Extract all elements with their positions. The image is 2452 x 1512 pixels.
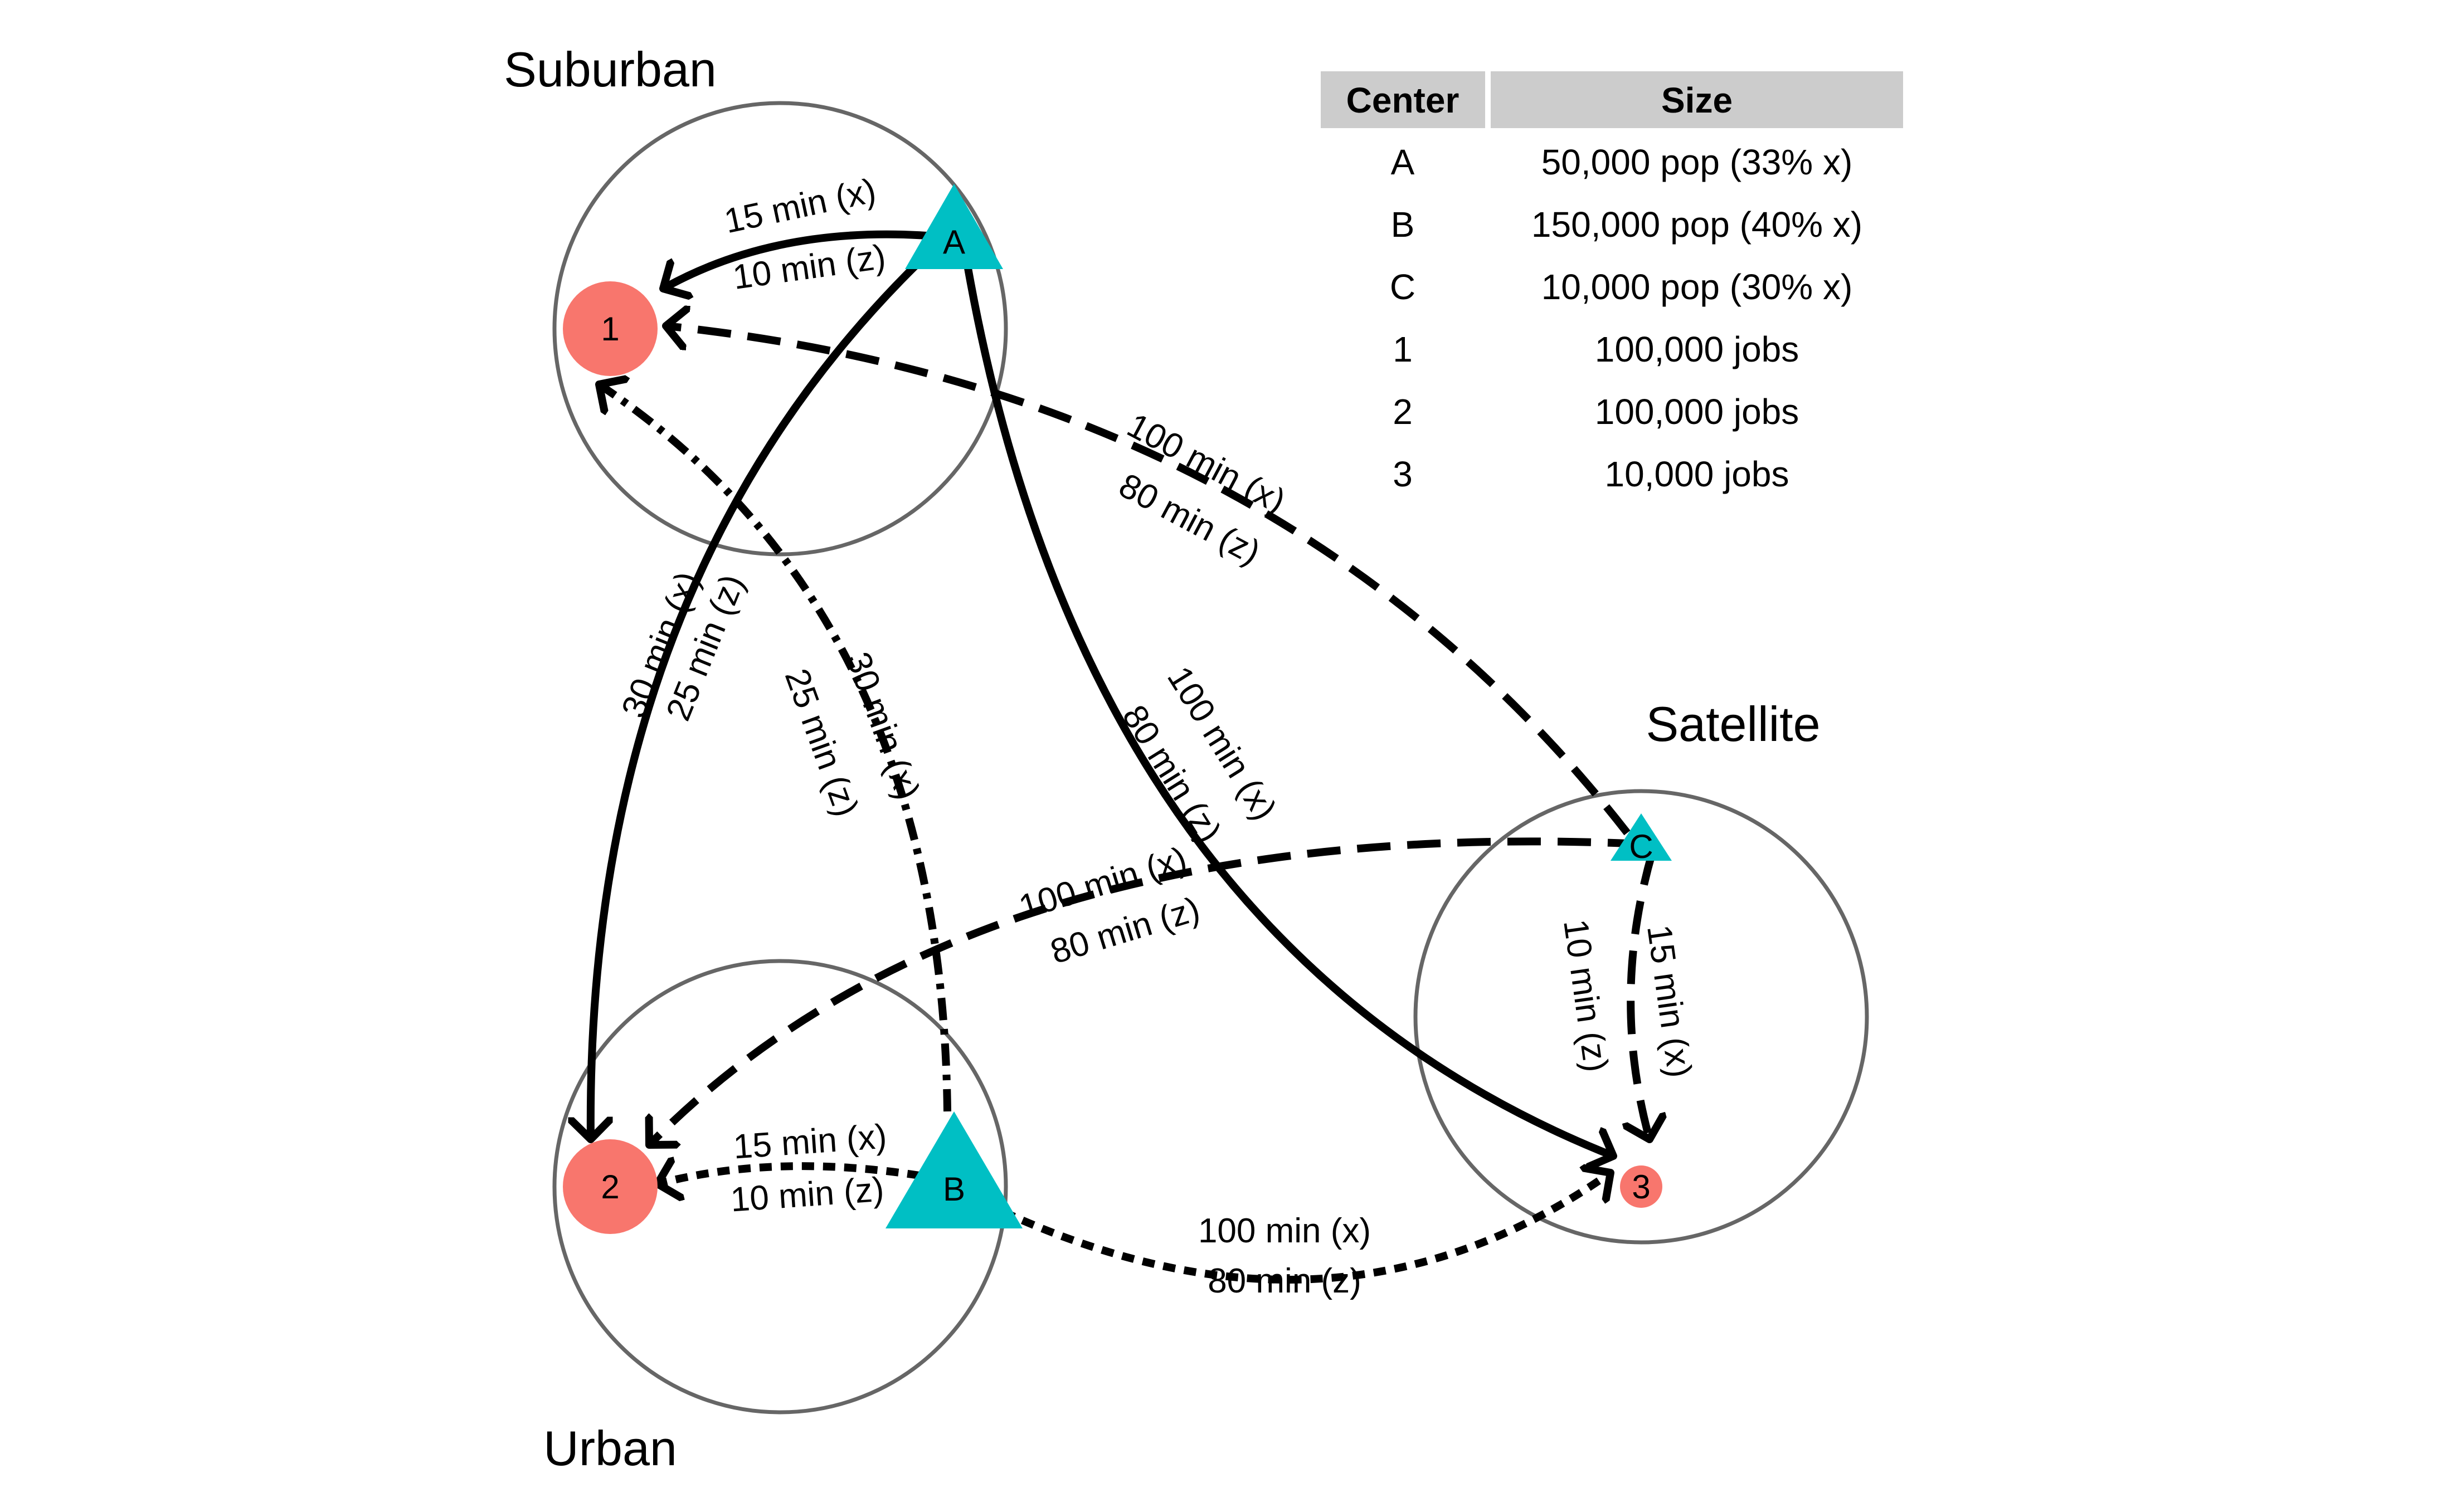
route-b-2: [658, 1166, 921, 1184]
table-header-center-cell: [1321, 71, 1485, 128]
route-c-2: [649, 837, 1642, 1145]
route-b-2-label-x: 15 min (x): [732, 1118, 888, 1167]
table-row-1-center: 1: [1393, 329, 1413, 369]
table-row-3-center: 3: [1393, 454, 1413, 494]
table-row-c-size: 10,000 pop (30% x): [1541, 267, 1853, 307]
route-a-3: [963, 261, 1613, 1156]
table-row-3-size: 10,000 jobs: [1605, 454, 1789, 494]
table-row-a-size: 50,000 pop (33% x): [1541, 142, 1853, 182]
route-b-1: [599, 384, 951, 1112]
population-center-c-label: C: [1629, 828, 1653, 865]
job-center-3-label: 3: [1632, 1168, 1650, 1206]
job-centers-layer: 1 2 3: [563, 281, 1662, 1234]
job-center-2-label: 2: [601, 1168, 619, 1206]
route-b-3-label-x: 100 min (x): [1198, 1212, 1371, 1250]
suburban-region-label: Suburban: [504, 42, 717, 97]
population-center-b-label: B: [943, 1170, 965, 1208]
routes-layer: [591, 230, 1652, 1284]
table-row-2-size: 100,000 jobs: [1595, 392, 1799, 432]
route-a-1-label-x: 15 min (x): [721, 172, 879, 241]
satellite-region-circle: [1413, 789, 1869, 1245]
table-header-center: Center: [1346, 80, 1459, 120]
route-b-3: [1001, 1173, 1611, 1284]
population-center-b-marker: [886, 1111, 1023, 1228]
job-center-3-marker: [1620, 1165, 1662, 1208]
route-b-2-label-z: 10 min (z): [729, 1170, 886, 1220]
size-table: Center Size A 50,000 pop (33% x) B 150,0…: [1321, 71, 1903, 494]
route-b-3-label-z: 80 min (z): [1208, 1262, 1361, 1300]
route-a-1-label-z: 10 min (z): [731, 237, 888, 297]
population-centers-layer: A B C: [886, 184, 1672, 1228]
job-center-1-marker: [563, 281, 658, 376]
route-c-3-label-x: 15 min (x): [1639, 923, 1699, 1080]
regions-layer: [552, 101, 1869, 1415]
route-c-3-label-z: 10 min (z): [1556, 917, 1616, 1075]
route-a-1: [663, 230, 942, 289]
table-row-c-center: C: [1390, 267, 1415, 307]
urban-region-circle: [552, 959, 1008, 1415]
table-header-size: Size: [1661, 80, 1733, 120]
table-row-2-center: 2: [1393, 392, 1413, 432]
table-row-b-size: 150,000 pop (40% x): [1531, 204, 1862, 245]
table-row-a-center: A: [1391, 142, 1415, 182]
urban-region-label: Urban: [543, 1421, 677, 1476]
region-labels-layer: Suburban Satellite Urban: [504, 42, 1820, 1476]
population-center-c-marker: [1611, 813, 1672, 861]
table-header-size-cell: [1491, 71, 1903, 128]
table-row-1-size: 100,000 jobs: [1595, 329, 1799, 369]
route-c-1: [666, 326, 1631, 836]
population-center-a-marker: [905, 184, 1003, 269]
table-row-b-center: B: [1391, 204, 1415, 245]
suburban-region-circle: [552, 101, 1008, 557]
satellite-region-label: Satellite: [1646, 696, 1820, 752]
job-center-2-marker: [563, 1139, 658, 1234]
route-a-2: [591, 253, 928, 1139]
job-center-1-label: 1: [601, 310, 619, 348]
population-center-a-label: A: [943, 223, 965, 261]
